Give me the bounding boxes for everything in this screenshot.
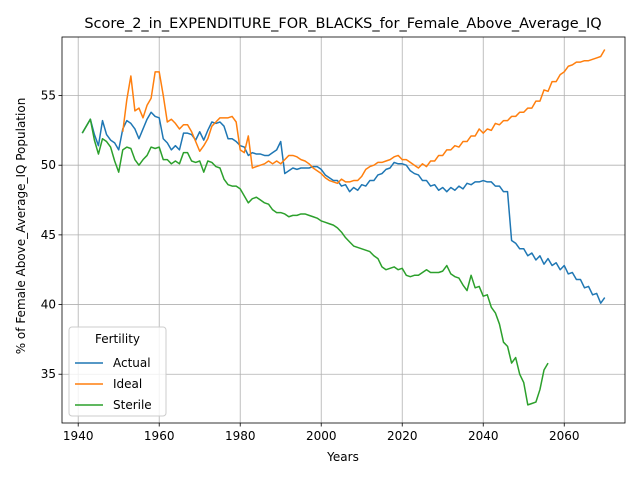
x-tick-label: 1960	[144, 429, 175, 443]
series-line-sterile	[81, 118, 549, 406]
x-tick-label: 1980	[225, 429, 256, 443]
x-tick-label: 2000	[306, 429, 337, 443]
y-tick-label: 55	[41, 89, 56, 103]
x-tick-label: 2020	[387, 429, 418, 443]
legend-label-ideal: Ideal	[113, 377, 142, 391]
series-line-actual	[81, 111, 606, 304]
plot-frame	[61, 36, 626, 424]
y-axis-label: % of Female Above_Average_IQ Population	[14, 98, 28, 355]
x-axis-label: Years	[326, 450, 359, 464]
chart-title: Score_2_in_EXPENDITURE_FOR_BLACKS_for_Fe…	[84, 16, 601, 32]
legend-title: Fertility	[95, 332, 140, 346]
y-tick-label: 35	[41, 367, 56, 381]
legend-box	[68, 326, 167, 417]
legend-label-sterile: Sterile	[113, 398, 152, 412]
y-tick-label: 50	[41, 158, 56, 172]
legend: Fertility Actual Ideal Sterile	[68, 326, 167, 417]
legend-label-actual: Actual	[113, 356, 151, 370]
x-tick-label: 2040	[468, 429, 499, 443]
x-tick-label: 1940	[63, 429, 94, 443]
y-tick-label: 40	[41, 298, 56, 312]
x-tick-label: 2060	[549, 429, 580, 443]
series-line-ideal	[122, 49, 606, 185]
y-tick-label: 45	[41, 228, 56, 242]
plot-area: 1940 1960 1980 2000 2020 2040 2060 35 40 45 50 55	[41, 36, 626, 443]
